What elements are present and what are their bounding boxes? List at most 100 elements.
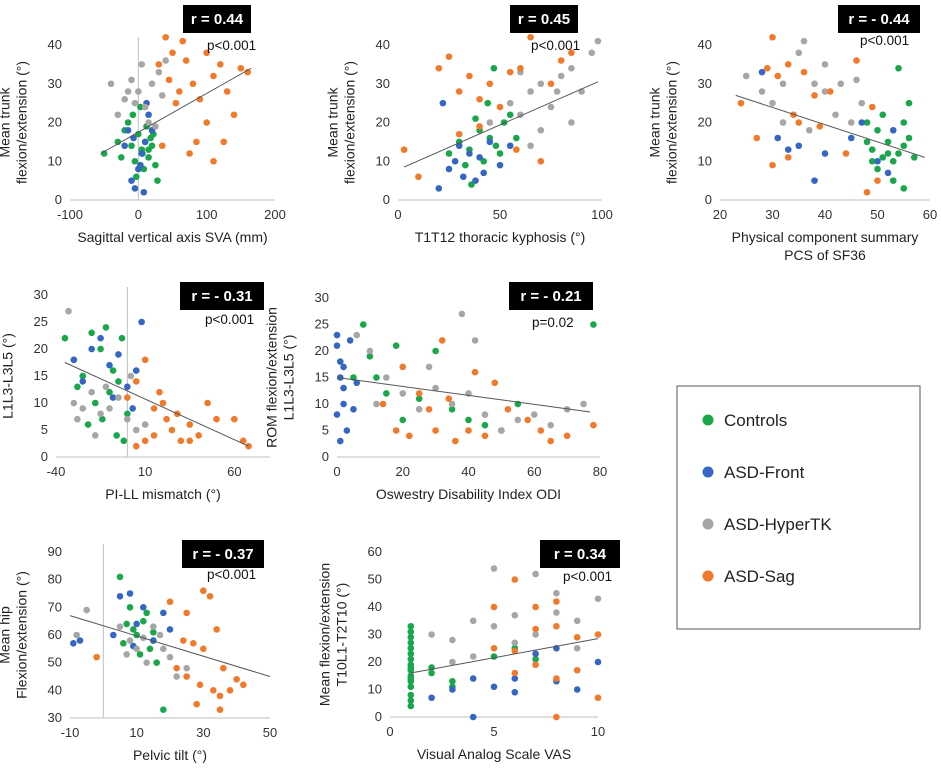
y-axis-label: Mean hip bbox=[0, 606, 13, 664]
point-asd-sag bbox=[195, 432, 202, 439]
point-asd-hypertk bbox=[514, 416, 522, 424]
chart-pelvic: 30 40 50 60 70 80 90 -10 10 30 50 Pelvic tilt (°) Me… bbox=[0, 540, 277, 763]
point-asd-sag bbox=[737, 99, 745, 107]
point-asd-sag bbox=[490, 603, 498, 611]
y-tick-label: 0 bbox=[322, 449, 329, 464]
point-asd-front bbox=[795, 142, 803, 150]
point-asd-hypertk bbox=[449, 658, 456, 666]
point-asd-front bbox=[160, 609, 167, 617]
y-tick-label: 15 bbox=[315, 370, 329, 385]
y-tick-label: 0 bbox=[705, 192, 712, 207]
point-asd-front bbox=[459, 173, 467, 181]
point-asd-sag bbox=[795, 119, 803, 126]
point-asd-sag bbox=[455, 130, 463, 138]
point-asd-sag bbox=[169, 49, 176, 57]
y-tick-label: 20 bbox=[48, 115, 62, 130]
point-asd-hypertk bbox=[160, 645, 167, 653]
point-controls bbox=[428, 669, 435, 677]
point-asd-front bbox=[758, 68, 766, 76]
point-asd-hypertk bbox=[366, 347, 374, 355]
point-asd-sag bbox=[476, 123, 483, 130]
point-asd-front bbox=[336, 437, 344, 445]
point-controls bbox=[445, 150, 453, 157]
point-asd-hypertk bbox=[158, 92, 166, 99]
point-asd-hypertk bbox=[832, 111, 839, 119]
x-tick-label: 30 bbox=[196, 725, 210, 740]
point-controls bbox=[84, 421, 92, 428]
point-controls bbox=[79, 372, 87, 380]
point-asd-sag bbox=[455, 88, 463, 95]
point-asd-sag bbox=[811, 92, 818, 99]
point-asd-front bbox=[480, 169, 487, 177]
point-asd-hypertk bbox=[568, 64, 575, 72]
point-asd-sag bbox=[156, 388, 163, 396]
y-tick-label: 0 bbox=[41, 449, 48, 464]
point-controls bbox=[100, 150, 108, 157]
point-controls bbox=[128, 142, 135, 150]
point-asd-sag bbox=[226, 687, 234, 694]
point-asd-sag bbox=[200, 645, 207, 653]
point-asd-front bbox=[76, 637, 84, 644]
point-asd-front bbox=[88, 345, 95, 353]
legend-marker-asd-hypertk bbox=[702, 518, 714, 530]
point-asd-hypertk bbox=[127, 372, 135, 380]
point-controls bbox=[143, 609, 150, 617]
y-tick-label: 60 bbox=[368, 544, 382, 559]
y-axis-label: flexion/extension (°) bbox=[342, 61, 358, 184]
point-asd-hypertk bbox=[469, 653, 477, 660]
point-asd-sag bbox=[868, 103, 876, 111]
y-tick-label: 20 bbox=[315, 343, 329, 358]
point-asd-hypertk bbox=[150, 623, 157, 630]
point-asd-sag bbox=[557, 57, 565, 64]
point-asd-sag bbox=[547, 437, 554, 445]
point-asd-front bbox=[141, 138, 149, 146]
point-controls bbox=[135, 130, 142, 138]
point-asd-hypertk bbox=[553, 589, 560, 597]
point-asd-sag bbox=[183, 673, 190, 680]
point-asd-sag bbox=[204, 399, 211, 407]
point-asd-sag bbox=[553, 598, 560, 605]
point-asd-hypertk bbox=[121, 95, 128, 103]
point-asd-hypertk bbox=[123, 651, 130, 658]
point-asd-sag bbox=[230, 111, 238, 119]
point-asd-sag bbox=[392, 427, 400, 434]
point-asd-front bbox=[145, 111, 152, 119]
point-asd-hypertk bbox=[415, 406, 423, 413]
y-tick-label: 40 bbox=[698, 37, 712, 52]
y-tick-label: 0 bbox=[383, 192, 390, 207]
point-asd-front bbox=[115, 351, 122, 358]
y-axis-label: flexion/extension (°) bbox=[14, 61, 30, 184]
point-asd-front bbox=[110, 631, 117, 639]
point-asd-hypertk bbox=[102, 383, 110, 391]
point-asd-sag bbox=[210, 687, 217, 694]
point-controls bbox=[910, 154, 918, 161]
point-asd-sag bbox=[190, 640, 197, 647]
point-controls bbox=[889, 157, 897, 165]
point-asd-hypertk bbox=[145, 119, 152, 126]
legend-marker-asd-sag bbox=[702, 570, 714, 582]
point-asd-hypertk bbox=[527, 142, 534, 150]
point-asd-front bbox=[469, 675, 477, 682]
point-controls bbox=[884, 138, 892, 146]
point-asd-hypertk bbox=[383, 374, 390, 381]
point-asd-sag bbox=[213, 626, 220, 633]
point-asd-hypertk bbox=[853, 76, 860, 84]
point-asd-hypertk bbox=[573, 617, 581, 625]
y-tick-label: 10 bbox=[34, 395, 48, 410]
y-axis-label: T10L1-T2T10 (°) bbox=[334, 583, 350, 687]
point-asd-front bbox=[511, 675, 519, 682]
point-asd-sag bbox=[537, 427, 545, 434]
x-axis-label: Pelvic tilt (°) bbox=[133, 747, 207, 763]
point-controls bbox=[465, 416, 472, 424]
point-asd-sag bbox=[196, 95, 204, 103]
point-asd-hypertk bbox=[573, 644, 581, 652]
point-asd-hypertk bbox=[148, 80, 156, 88]
y-tick-label: 30 bbox=[34, 287, 48, 302]
point-asd-sag bbox=[553, 675, 560, 682]
point-controls bbox=[102, 324, 110, 331]
y-tick-label: 40 bbox=[48, 682, 62, 697]
point-asd-hypertk bbox=[115, 394, 122, 401]
point-controls bbox=[99, 415, 106, 423]
x-axis-label: Sagittal vertical axis SVA (mm) bbox=[77, 229, 267, 245]
point-asd-hypertk bbox=[114, 111, 122, 119]
